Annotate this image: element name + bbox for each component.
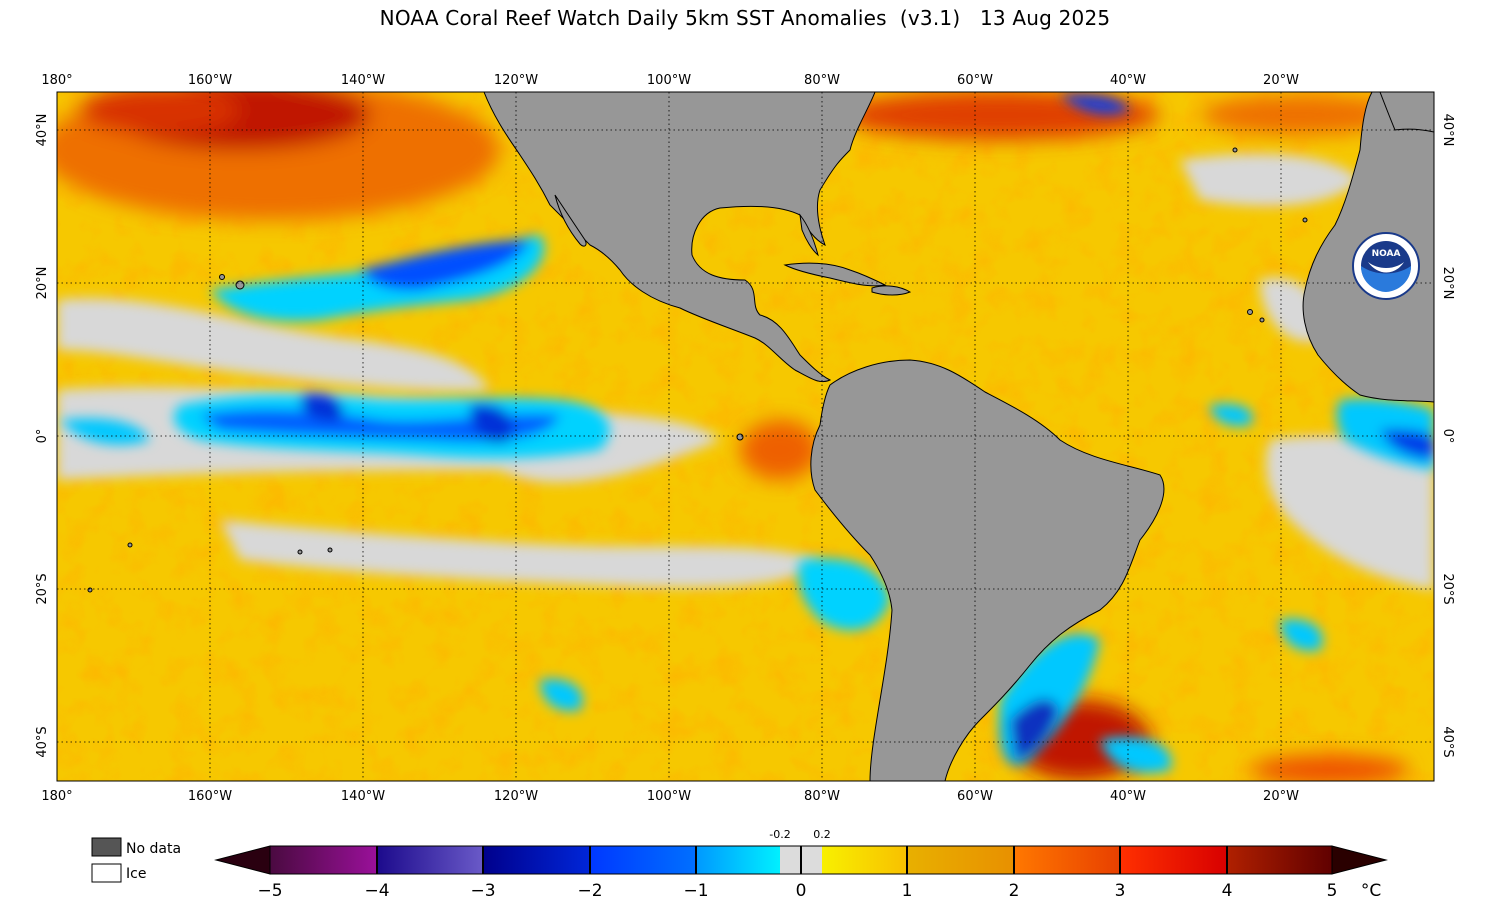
colorbar-seg <box>1014 846 1120 874</box>
colorbar-tick-label: −5 <box>257 881 282 901</box>
lat-labels-right: 40°N 20°N 0° 20°S 40°S <box>1440 114 1455 758</box>
colorbar-tick-label: 1 <box>902 881 913 901</box>
ice-label: Ice <box>126 866 146 882</box>
colorbar-seg <box>1120 846 1227 874</box>
colorbar: -0.2 0.2 −5 −4 −3 −2 −1 0 1 2 3 4 5 °C <box>214 828 1388 901</box>
mask-legend: No data Ice <box>91 837 181 883</box>
lat-label: 40°N <box>1440 114 1455 147</box>
lon-label: 140°W <box>341 73 385 88</box>
colorbar-seg <box>483 846 590 874</box>
lat-labels-left: 40°N 20°N 0° 20°S 40°S <box>35 114 50 758</box>
colorbar-seg <box>696 846 780 874</box>
lat-label: 0° <box>35 429 50 444</box>
lon-label: 60°W <box>957 73 993 88</box>
colorbar-seg <box>907 846 1014 874</box>
lat-label: 20°S <box>35 573 50 604</box>
lon-label: 180° <box>41 73 72 88</box>
lon-label: 120°W <box>494 789 538 804</box>
lat-label: 20°S <box>1440 573 1455 604</box>
lon-label: 20°W <box>1263 73 1299 88</box>
noaa-logo-text: NOAA <box>1372 249 1401 259</box>
neutral-low-label: -0.2 <box>769 828 790 841</box>
colorbar-seg <box>1227 846 1332 874</box>
anomaly-field: NOAA <box>57 92 1434 781</box>
lon-label: 60°W <box>957 789 993 804</box>
colorbar-tick-label: 0 <box>796 881 807 901</box>
colorbar-dividers <box>376 846 1228 874</box>
warm-north-pacific <box>57 92 1410 781</box>
lat-label: 20°N <box>1440 267 1455 300</box>
colorbar-tick-label: 2 <box>1009 881 1020 901</box>
lon-label: 120°W <box>494 73 538 88</box>
colorbar-tick-label: 4 <box>1222 881 1233 901</box>
lon-label: 80°W <box>804 73 840 88</box>
lat-label: 20°N <box>35 267 50 300</box>
colorbar-tick-label: −4 <box>364 881 389 901</box>
lon-label: 20°W <box>1263 789 1299 804</box>
lat-label: 40°S <box>1440 726 1455 757</box>
nodata-swatch <box>91 837 122 857</box>
lon-label: 160°W <box>188 789 232 804</box>
noaa-logo: NOAA <box>1352 232 1420 300</box>
ice-swatch <box>91 863 122 883</box>
colorbar-max-extend <box>1331 845 1388 875</box>
lat-label: 40°S <box>35 726 50 757</box>
lon-label: 100°W <box>647 73 691 88</box>
colorbar-ticks: −5 −4 −3 −2 −1 0 1 2 3 4 5 <box>257 881 1337 901</box>
colorbar-min-extend <box>214 845 271 875</box>
colorbar-seg <box>590 846 696 874</box>
colorbar-tick-label: 3 <box>1115 881 1126 901</box>
islands <box>87 147 1308 593</box>
nodata-label: No data <box>126 841 181 857</box>
lon-label: 140°W <box>341 789 385 804</box>
lon-label: 40°W <box>1110 789 1146 804</box>
colorbar-seg <box>270 846 377 874</box>
lon-label: 80°W <box>804 789 840 804</box>
lon-label: 160°W <box>188 73 232 88</box>
lon-labels-bottom: 180° 160°W 140°W 120°W 100°W 80°W 60°W 4… <box>41 789 1299 804</box>
colorbar-seg <box>822 846 907 874</box>
colorbar-unit: °C <box>1361 881 1381 901</box>
map-title: NOAA Coral Reef Watch Daily 5km SST Anom… <box>379 6 1111 30</box>
graticule <box>57 92 1434 781</box>
lon-label: 40°W <box>1110 73 1146 88</box>
lon-label: 180° <box>41 789 72 804</box>
lon-label: 100°W <box>647 789 691 804</box>
lat-label: 40°N <box>35 114 50 147</box>
lat-label: 0° <box>1440 429 1455 444</box>
lon-labels-top: 180° 160°W 140°W 120°W 100°W 80°W 60°W 4… <box>41 73 1299 88</box>
colorbar-tick-label: −3 <box>470 881 495 901</box>
map-frame <box>56 91 1435 782</box>
colorbar-seg <box>377 846 483 874</box>
colorbar-tick-label: −1 <box>683 881 708 901</box>
colorbar-tick-label: 5 <box>1327 881 1338 901</box>
neutral-high-label: 0.2 <box>813 828 831 841</box>
colorbar-tick-label: −2 <box>577 881 602 901</box>
